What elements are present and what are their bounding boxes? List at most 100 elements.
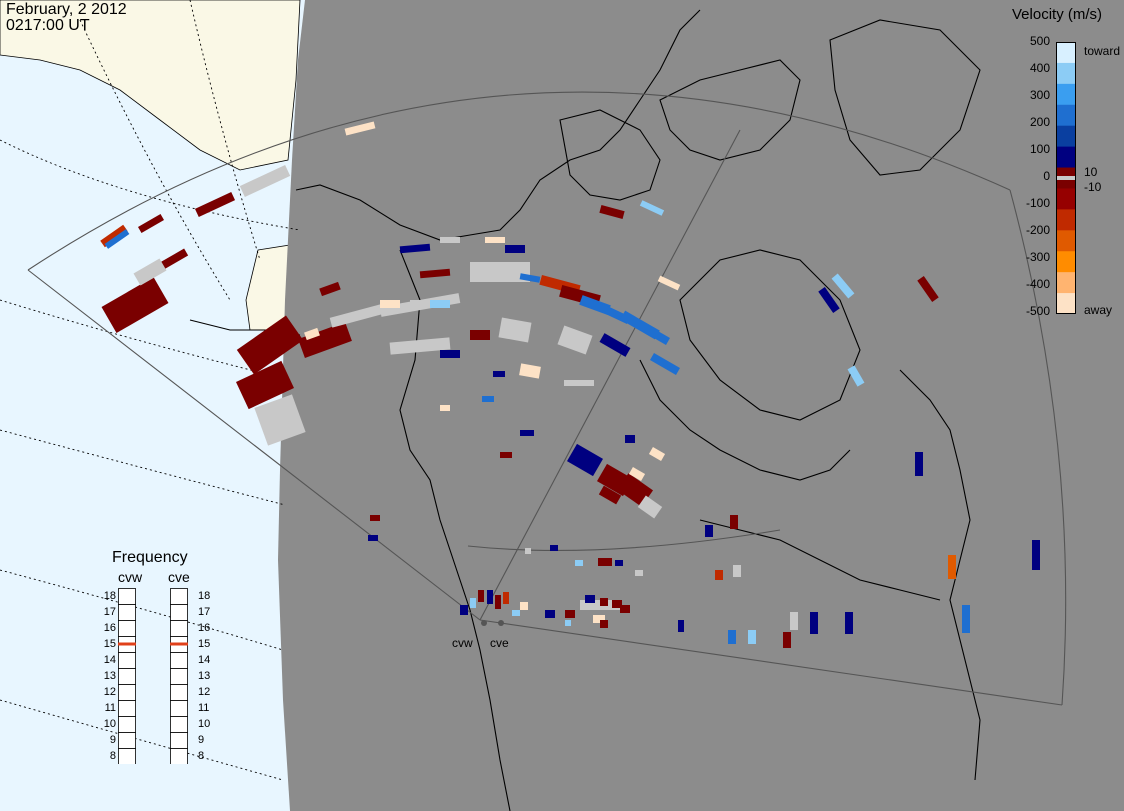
velocity-cell [519, 273, 541, 283]
frequency-tick-left: 14 [103, 654, 116, 666]
velocity-cell [368, 535, 378, 541]
velocity-cell [101, 277, 169, 333]
velocity-cell [598, 485, 622, 505]
colorbar-title: Velocity (m/s) [1012, 6, 1103, 23]
frequency-tick-left: 10 [103, 718, 116, 730]
velocity-cell [380, 300, 400, 308]
radar-echoes [100, 121, 1040, 648]
velocity-cell [104, 229, 130, 249]
velocity-cell [344, 121, 376, 136]
frequency-cell [118, 732, 136, 749]
velocity-cell [520, 430, 534, 436]
velocity-cell [520, 602, 528, 610]
velocity-cell [498, 317, 532, 343]
colorbar-segment [1056, 42, 1076, 64]
velocity-cell [598, 558, 612, 566]
frequency-cell [118, 700, 136, 717]
frequency-tick-right: 9 [198, 734, 205, 746]
velocity-cell [575, 560, 583, 566]
frequency-tick-right: 15 [198, 638, 211, 650]
cvw-site-marker [481, 620, 487, 626]
velocity-cell [485, 237, 505, 243]
velocity-cell [565, 610, 575, 618]
colorbar-tick-label: -100 [1025, 196, 1050, 210]
frequency-radar-cve: cve [168, 569, 190, 585]
frequency-cell [118, 652, 136, 669]
velocity-cell [500, 452, 512, 458]
frequency-marker [170, 642, 188, 646]
velocity-cell [818, 287, 840, 313]
frequency-bar-cvw [118, 588, 136, 764]
velocity-cell [399, 243, 431, 254]
time-label: 0217:00 UT [6, 17, 90, 34]
velocity-cell [482, 396, 494, 402]
colorbar-tick-label: 200 [1029, 115, 1050, 129]
frequency-radar-cvw: cvw [118, 569, 143, 585]
velocity-cell [728, 630, 736, 644]
velocity-cell [410, 300, 430, 308]
frequency-tick-right: 12 [198, 686, 211, 698]
velocity-cell [319, 281, 341, 297]
velocity-cell [733, 565, 741, 577]
velocity-cell [593, 615, 605, 623]
velocity-cell [470, 330, 490, 340]
colorbar-segment [1056, 188, 1076, 210]
velocity-cell [1032, 540, 1040, 570]
frequency-cell [118, 620, 136, 637]
graticule [0, 0, 301, 781]
colorbar [1056, 42, 1076, 314]
velocity-cell [748, 630, 756, 644]
frequency-cell [118, 668, 136, 685]
velocity-cell [628, 467, 646, 481]
velocity-cell [430, 300, 450, 308]
colorbar-toward-label: toward [1084, 44, 1121, 58]
frequency-cell [170, 716, 188, 733]
velocity-cell [512, 610, 520, 616]
velocity-cell [615, 560, 623, 566]
velocity-cell [620, 605, 630, 613]
velocity-cell [550, 545, 558, 551]
velocity-cell [640, 323, 670, 345]
site-label-cve: cve [490, 636, 509, 650]
frequency-cell [170, 700, 188, 717]
velocity-cell [678, 620, 684, 632]
frequency-cell [170, 748, 188, 764]
frequency-tick-right: 14 [198, 654, 211, 666]
velocity-cell [194, 191, 236, 218]
frequency-tick-left: 16 [103, 622, 116, 634]
velocity-cell [100, 224, 128, 248]
date-label: February, 2 2012 [6, 1, 127, 18]
velocity-cell [236, 315, 304, 375]
cve-site-marker [498, 620, 504, 626]
colorbar-tick-label: 500 [1029, 34, 1050, 48]
colorbar-segment [1056, 62, 1076, 85]
velocity-cell [637, 495, 663, 519]
velocity-cell [625, 435, 635, 443]
frequency-cell [118, 588, 136, 605]
frequency-cell [170, 620, 188, 637]
frequency-tick-left: 13 [103, 670, 116, 682]
velocity-cell [159, 248, 189, 270]
frequency-tick-left: 12 [103, 686, 116, 698]
frequency-marker [118, 642, 136, 646]
coastlines [189, 9, 981, 811]
velocity-cell [239, 164, 291, 198]
colorbar-tick-label: 100 [1029, 142, 1050, 156]
colorbar-tick-label: -400 [1025, 277, 1050, 291]
velocity-cell [487, 590, 493, 604]
colorbar-segment [1056, 251, 1076, 273]
velocity-cell [505, 245, 525, 253]
velocity-cell [650, 353, 680, 375]
frequency-cell [170, 588, 188, 605]
frequency-tick-right: 11 [198, 702, 210, 714]
colorbar-tick-label: 400 [1029, 61, 1050, 75]
velocity-cell [831, 273, 855, 299]
velocity-cell [440, 237, 460, 243]
velocity-cell [845, 612, 853, 634]
frequency-bar-cve [170, 588, 188, 764]
frequency-cell [170, 684, 188, 701]
velocity-cell [545, 610, 555, 618]
velocity-cell [460, 605, 468, 615]
daylight-land [0, 0, 301, 171]
velocity-cell [599, 205, 625, 219]
